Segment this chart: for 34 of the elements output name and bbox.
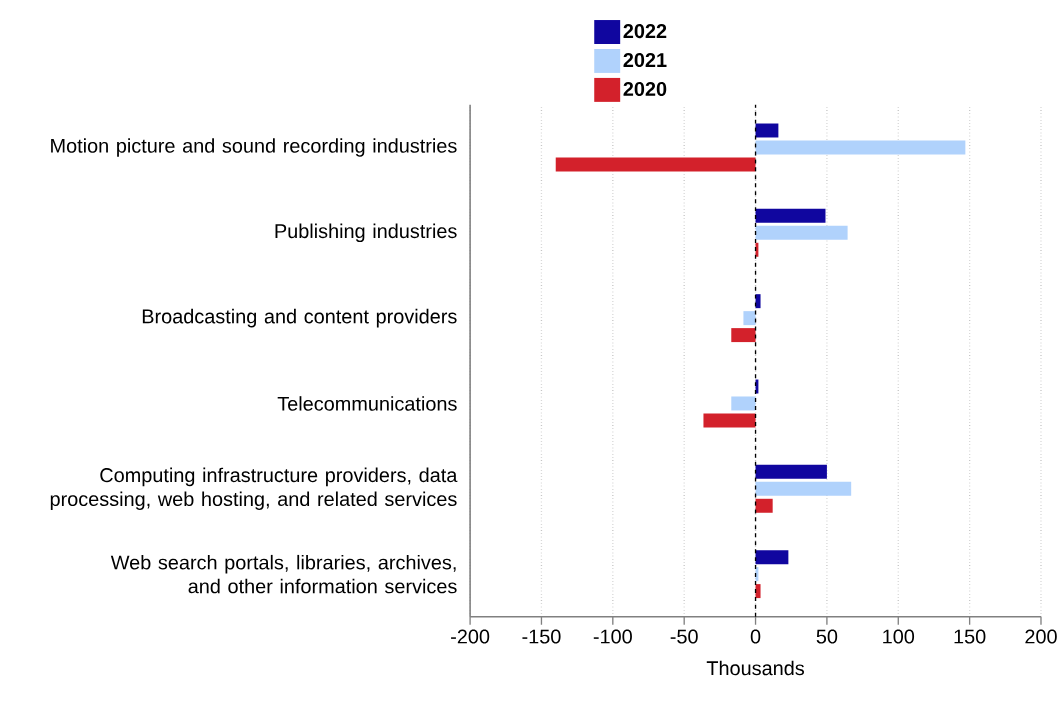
- bar: [755, 140, 966, 155]
- bar: [755, 465, 827, 479]
- bar: [755, 550, 789, 565]
- legend-label: 2021: [623, 53, 667, 68]
- x-axis-title: Thousands: [706, 660, 804, 676]
- bar: [755, 584, 761, 599]
- x-tick-label: 0: [750, 629, 761, 644]
- x-tick-label: -50: [670, 629, 698, 644]
- legend-label: 2022: [623, 24, 667, 39]
- y-tick-label: Publishing industries: [275, 223, 457, 243]
- bar: [755, 294, 761, 309]
- legend-label: 2020: [623, 82, 667, 97]
- bar: [755, 498, 773, 513]
- x-tick-label: 150: [954, 629, 986, 644]
- x-tick-label: 50: [816, 629, 838, 644]
- bar: [755, 225, 848, 240]
- x-tick-label: -200: [451, 629, 490, 644]
- bar: [755, 481, 852, 496]
- x-tick-label: -100: [593, 629, 632, 644]
- bar: [743, 311, 756, 326]
- bar: [555, 157, 756, 172]
- y-tick-label: Web search portals, libraries, archives, and other information services: [110, 555, 457, 594]
- x-tick-label: 100: [883, 629, 915, 644]
- y-tick-label: Computing infrastructure providers, data processing, web hosting, and related services: [50, 467, 458, 511]
- bar: [755, 123, 779, 138]
- x-tick-label: -150: [522, 629, 561, 644]
- y-tick-label: Telecommunications: [277, 396, 457, 411]
- bar: [731, 328, 756, 343]
- bar: [731, 396, 756, 411]
- x-tick-label: 200: [1025, 629, 1057, 644]
- bar: [703, 413, 756, 428]
- bar: [755, 209, 826, 223]
- y-tick-label: Broadcasting and content providers: [142, 309, 457, 328]
- y-tick-label: Motion picture and sound recording industries: [51, 138, 457, 157]
